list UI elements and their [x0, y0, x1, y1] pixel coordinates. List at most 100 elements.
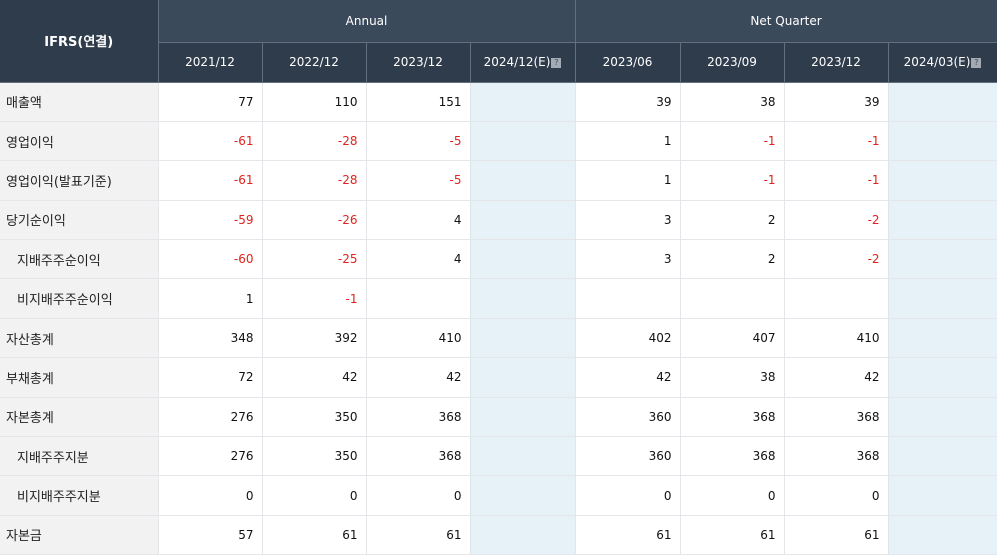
- estimate-cell: [887, 239, 997, 280]
- value-cell: 1: [574, 160, 681, 201]
- value-cell: -60: [157, 239, 262, 280]
- value-cell: 350: [261, 397, 366, 438]
- period-header: 2023/12: [784, 42, 889, 83]
- value-cell: -61: [157, 121, 262, 162]
- value-cell: 4: [365, 200, 470, 241]
- estimate-cell: [469, 357, 576, 398]
- table-row: 부채총계 72 42 42 42 38 42: [0, 357, 997, 398]
- period-header: 2023/09: [680, 42, 785, 83]
- estimate-cell: [887, 515, 997, 556]
- estimate-cell: [887, 121, 997, 162]
- value-cell: 2: [679, 239, 785, 280]
- value-cell: 348: [157, 318, 262, 359]
- value-cell: 1: [157, 278, 262, 319]
- table-row: 매출액 77 110 151 39 38 39: [0, 82, 997, 122]
- value-cell: 392: [261, 318, 366, 359]
- value-cell: [574, 278, 681, 319]
- value-cell: 360: [574, 436, 681, 477]
- value-cell: 360: [574, 397, 681, 438]
- row-label: 영업이익(발표기준): [0, 160, 158, 201]
- value-cell: -1: [261, 278, 366, 319]
- table-row: 자산총계 348 392 410 402 407 410: [0, 318, 997, 359]
- row-label: 영업이익: [0, 121, 158, 162]
- value-cell: -5: [365, 160, 470, 201]
- value-cell: -26: [261, 200, 366, 241]
- value-cell: 61: [574, 515, 681, 556]
- value-cell: 39: [574, 82, 681, 122]
- value-cell: 4: [365, 239, 470, 280]
- accounting-standard-header: IFRS(연결): [0, 0, 159, 83]
- value-cell: 0: [261, 475, 366, 516]
- estimate-cell: [469, 200, 576, 241]
- value-cell: 61: [783, 515, 889, 556]
- estimate-cell: [469, 239, 576, 280]
- table-row: 지배주주순이익 -60 -25 4 3 2 -2: [0, 239, 997, 280]
- value-cell: 42: [574, 357, 681, 398]
- estimate-cell: [469, 82, 576, 122]
- value-cell: 3: [574, 239, 681, 280]
- value-cell: 61: [365, 515, 470, 556]
- estimate-cell: [469, 436, 576, 477]
- value-cell: 350: [261, 436, 366, 477]
- help-icon[interactable]: ?: [551, 58, 562, 68]
- value-cell: -25: [261, 239, 366, 280]
- value-cell: 77: [157, 82, 262, 122]
- value-cell: 410: [365, 318, 470, 359]
- value-cell: -1: [783, 160, 889, 201]
- estimate-cell: [469, 121, 576, 162]
- table-body: 매출액 77 110 151 39 38 39 영업이익 -61 -28 -5 1 -1 -1 영업이익(발…: [0, 82, 997, 556]
- value-cell: -1: [783, 121, 889, 162]
- estimate-cell: [469, 160, 576, 201]
- help-icon[interactable]: ?: [971, 58, 982, 68]
- row-label: 지배주주순이익: [0, 239, 158, 280]
- annual-group-header: Annual: [158, 0, 576, 43]
- value-cell: 61: [679, 515, 785, 556]
- estimate-cell: [887, 160, 997, 201]
- row-label: 자본총계: [0, 397, 158, 438]
- table-row: 지배주주지분 276 350 368 360 368 368: [0, 436, 997, 477]
- period-header: 2023/12: [366, 42, 471, 83]
- row-label: 당기순이익: [0, 200, 158, 241]
- table-row: 영업이익 -61 -28 -5 1 -1 -1: [0, 121, 997, 162]
- period-header: 2022/12: [262, 42, 367, 83]
- estimate-cell: [887, 278, 997, 319]
- value-cell: 72: [157, 357, 262, 398]
- value-cell: 42: [783, 357, 889, 398]
- estimate-cell: [887, 475, 997, 516]
- row-label: 자산총계: [0, 318, 158, 359]
- value-cell: 151: [365, 82, 470, 122]
- period-label: 2024/03(E): [903, 55, 971, 69]
- period-header-estimate: 2024/03(E)?: [888, 42, 997, 83]
- table-row: 자본총계 276 350 368 360 368 368: [0, 397, 997, 438]
- value-cell: -1: [679, 160, 785, 201]
- value-cell: [365, 278, 470, 319]
- value-cell: -2: [783, 239, 889, 280]
- table-row: 비지배주주순이익 1 -1: [0, 278, 997, 319]
- value-cell: 368: [679, 436, 785, 477]
- estimate-cell: [887, 200, 997, 241]
- row-label: 지배주주지분: [0, 436, 158, 477]
- estimate-cell: [469, 278, 576, 319]
- row-label: 비지배주주지분: [0, 475, 158, 516]
- value-cell: 0: [783, 475, 889, 516]
- value-cell: 38: [679, 357, 785, 398]
- estimate-cell: [887, 436, 997, 477]
- value-cell: 0: [157, 475, 262, 516]
- estimate-cell: [469, 318, 576, 359]
- value-cell: [783, 278, 889, 319]
- value-cell: 57: [157, 515, 262, 556]
- estimate-cell: [469, 515, 576, 556]
- value-cell: 368: [365, 397, 470, 438]
- table-row: 당기순이익 -59 -26 4 3 2 -2: [0, 200, 997, 241]
- value-cell: [679, 278, 785, 319]
- value-cell: 368: [365, 436, 470, 477]
- period-header: 2023/06: [575, 42, 681, 83]
- value-cell: 0: [679, 475, 785, 516]
- value-cell: 42: [365, 357, 470, 398]
- estimate-cell: [887, 82, 997, 122]
- row-label: 부채총계: [0, 357, 158, 398]
- table-row: 자본금 57 61 61 61 61 61: [0, 515, 997, 556]
- value-cell: 368: [679, 397, 785, 438]
- table-row: 비지배주주지분 0 0 0 0 0 0: [0, 475, 997, 516]
